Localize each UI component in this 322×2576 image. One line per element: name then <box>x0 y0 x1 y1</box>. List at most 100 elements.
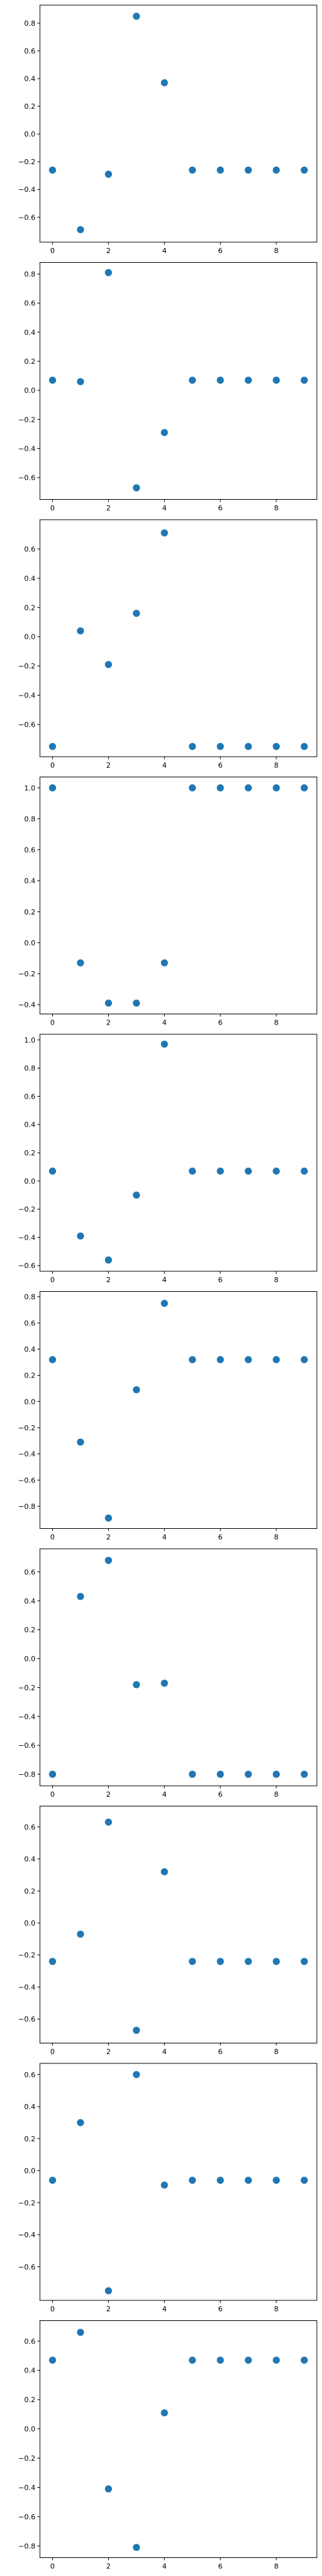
y-tick-label: 0.0 <box>24 1919 36 1927</box>
y-tick-label: 0.0 <box>24 939 36 947</box>
y-tick-label: −0.2 <box>18 2199 35 2207</box>
x-tick-label: 0 <box>50 761 55 770</box>
y-tick-label: 0.2 <box>24 603 36 612</box>
data-point <box>133 2027 140 2034</box>
y-tick-label: 0.6 <box>24 1319 36 1327</box>
data-point <box>160 1680 168 1687</box>
data-point <box>216 376 224 384</box>
data-point <box>272 1356 280 1363</box>
y-tick-label: −0.4 <box>18 692 35 700</box>
x-tick-label: 4 <box>162 247 167 255</box>
data-point <box>104 2485 112 2493</box>
x-tick-label: 0 <box>50 504 55 513</box>
x-tick-label: 8 <box>274 247 279 255</box>
x-tick-label: 4 <box>162 2048 167 2056</box>
y-tick-label: −0.6 <box>18 721 35 729</box>
data-point <box>300 1958 308 1965</box>
y-tick-label: 0.6 <box>24 47 36 55</box>
data-point <box>77 378 84 386</box>
y-tick-label: −0.2 <box>18 415 35 424</box>
y-tick-label: 0.6 <box>24 2070 36 2079</box>
x-tick-label: 6 <box>218 761 223 770</box>
data-point <box>189 1770 196 1778</box>
subplot-9: 0 2 4 6 8 −0.6 −0.4 −0.2 0.0 0.2 0.4 0.6 <box>18 2063 317 2313</box>
x-tick-label: 0 <box>50 1790 55 1799</box>
y-tick-label: −0.4 <box>18 1983 35 1991</box>
data-point <box>133 999 140 1007</box>
data-point <box>189 166 196 174</box>
data-point <box>189 1167 196 1175</box>
data-point <box>49 1770 57 1778</box>
y-tick-label: −0.4 <box>18 1712 35 1721</box>
data-point <box>160 1040 168 1048</box>
y-tick-label: 0.2 <box>24 908 36 916</box>
data-point <box>49 2356 57 2364</box>
data-point <box>133 609 140 617</box>
x-tick-label: 8 <box>274 2305 279 2313</box>
data-point <box>49 376 57 384</box>
x-tick-label: 6 <box>218 1019 223 1027</box>
y-tick-label: −0.6 <box>18 474 35 482</box>
data-point <box>189 1958 196 1965</box>
y-tick-label: 0.0 <box>24 2167 36 2175</box>
y-tick-label: 0.8 <box>24 270 36 279</box>
x-tick-label: 6 <box>218 504 223 513</box>
x-tick-label: 8 <box>274 504 279 513</box>
data-point <box>133 1681 140 1689</box>
y-tick-label: 0.4 <box>24 1345 36 1354</box>
y-tick-label: 0.6 <box>24 1568 36 1577</box>
data-point <box>216 1770 224 1778</box>
data-point <box>77 627 84 635</box>
data-point <box>272 1958 280 1965</box>
y-tick-label: 0.6 <box>24 545 36 553</box>
data-point <box>77 226 84 234</box>
data-point <box>245 1356 252 1363</box>
y-tick-label: 0.0 <box>24 633 36 641</box>
x-tick-label: 6 <box>218 2305 223 2313</box>
data-point <box>160 2409 168 2417</box>
data-point <box>300 743 308 750</box>
y-tick-label: −0.2 <box>18 970 35 978</box>
x-tick-label: 2 <box>106 1790 111 1799</box>
data-point <box>160 2181 168 2189</box>
x-tick-label: 0 <box>50 1533 55 1542</box>
subplot-6: 0 2 4 6 8 −0.8 −0.6 −0.4 −0.2 0.0 0.2 0.4 0.6 0.8 <box>18 1291 317 1542</box>
data-point <box>245 2356 252 2364</box>
y-tick-label: 0.6 <box>24 846 36 855</box>
data-point <box>133 1191 140 1199</box>
y-tick-label: −0.4 <box>18 1450 35 1459</box>
y-tick-label: 0.2 <box>24 2396 36 2404</box>
data-point <box>49 1167 57 1175</box>
data-point <box>300 166 308 174</box>
y-tick-label: −0.2 <box>18 2454 35 2463</box>
y-tick-label: 0.2 <box>24 102 36 111</box>
data-point <box>272 2177 280 2184</box>
axes-frame <box>39 1291 317 1529</box>
y-tick-label: −0.6 <box>18 1476 35 1484</box>
data-point <box>189 1356 196 1363</box>
subplot-1: 0 2 4 6 8 −0.6 −0.4 −0.2 0.0 0.2 0.4 0.6 0.8 <box>18 5 317 255</box>
y-tick-label: 0.2 <box>24 1626 36 1634</box>
y-tick-label: −0.6 <box>18 213 35 222</box>
y-tick-label: 1.0 <box>24 784 36 792</box>
data-point <box>49 166 57 174</box>
y-tick-label: 0.6 <box>24 1092 36 1101</box>
subplot-7: 0 2 4 6 8 −0.8 −0.6 −0.4 −0.2 0.0 0.2 0.4 0.6 <box>18 1548 317 1799</box>
y-tick-label: 0.0 <box>24 2425 36 2434</box>
data-point <box>300 1356 308 1363</box>
data-point <box>245 784 252 791</box>
data-point <box>245 2177 252 2184</box>
data-point <box>49 743 57 750</box>
data-point <box>272 743 280 750</box>
data-point <box>189 784 196 791</box>
data-point <box>49 1356 57 1363</box>
y-tick-label: −0.2 <box>18 1206 35 1214</box>
data-point <box>160 529 168 536</box>
y-tick-label: 0.6 <box>24 1823 36 1832</box>
data-point <box>133 484 140 491</box>
y-tick-label: 0.8 <box>24 815 36 823</box>
subplot-5: 0 2 4 6 8 −0.6 −0.4 −0.2 0.0 0.2 0.4 0.6 0.8 1.0 <box>18 1034 317 1284</box>
y-tick-label: −0.6 <box>18 2263 35 2271</box>
data-point <box>49 1958 57 1965</box>
